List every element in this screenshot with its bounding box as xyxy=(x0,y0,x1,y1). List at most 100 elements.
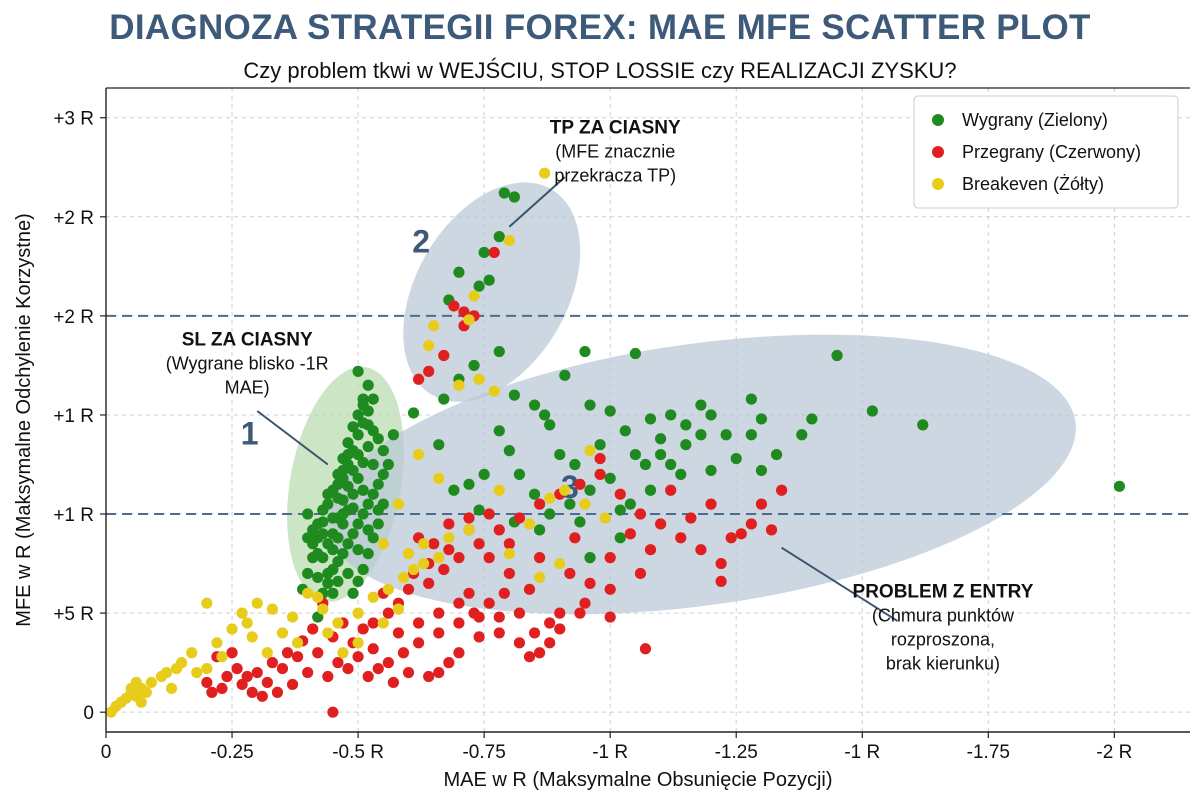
data-point xyxy=(281,647,294,659)
data-point xyxy=(423,365,435,377)
data-point xyxy=(312,647,324,659)
data-point xyxy=(362,379,374,391)
data-point xyxy=(357,399,369,411)
data-point xyxy=(498,587,510,599)
data-point xyxy=(438,563,450,576)
data-point xyxy=(473,280,485,292)
data-point xyxy=(428,538,440,550)
data-point xyxy=(443,657,455,669)
data-point xyxy=(372,478,384,490)
data-point xyxy=(261,676,273,689)
data-point xyxy=(544,508,556,520)
data-point xyxy=(251,597,263,609)
data-point xyxy=(534,498,546,510)
data-point xyxy=(382,657,394,669)
data-point xyxy=(453,617,465,629)
data-point xyxy=(322,627,334,639)
x-tick-label: -0.25 xyxy=(210,742,253,763)
data-point xyxy=(665,484,677,496)
data-point xyxy=(291,651,304,663)
data-point xyxy=(488,246,500,259)
data-point xyxy=(554,607,566,619)
data-point xyxy=(574,516,586,528)
x-tick-label: -1.75 xyxy=(967,742,1010,763)
data-point xyxy=(483,274,495,286)
region-2 xyxy=(403,182,581,402)
data-point xyxy=(665,458,677,471)
data-point xyxy=(433,666,445,679)
data-point xyxy=(559,484,571,496)
data-point xyxy=(534,571,546,584)
data-point xyxy=(332,478,344,490)
data-point xyxy=(564,567,576,580)
data-point xyxy=(584,552,596,564)
data-point xyxy=(402,583,415,595)
y-tick-label: +2 R xyxy=(53,307,94,328)
data-point xyxy=(332,575,344,588)
data-point xyxy=(523,651,536,663)
data-point xyxy=(312,571,324,584)
data-point xyxy=(221,670,233,683)
data-point xyxy=(755,464,768,477)
data-point xyxy=(342,662,354,675)
data-point xyxy=(216,682,228,695)
data-point xyxy=(745,429,757,441)
data-point xyxy=(644,413,657,425)
data-point xyxy=(695,544,707,556)
data-point xyxy=(463,314,475,326)
data-point xyxy=(493,345,505,358)
x-tick-label: -1.25 xyxy=(715,742,758,763)
chart-title: DIAGNOZA STRATEGII FOREX: MAE MFE SCATTE… xyxy=(109,8,1091,47)
data-point xyxy=(644,484,657,496)
x-tick-label: -0.5 R xyxy=(332,742,384,763)
x-tick-label: -2 R xyxy=(1096,742,1132,763)
data-point xyxy=(312,591,324,603)
data-point xyxy=(191,666,203,679)
x-tick-label: -1 R xyxy=(592,742,628,763)
data-point xyxy=(438,393,450,405)
annotation-line-entry: rozproszona, xyxy=(891,629,995,649)
data-point xyxy=(574,478,586,490)
data-point xyxy=(644,544,657,556)
data-point xyxy=(624,498,636,510)
data-point xyxy=(473,631,485,643)
data-point xyxy=(231,662,243,675)
legend-marker xyxy=(932,178,944,190)
data-point xyxy=(468,290,480,302)
data-point xyxy=(397,571,410,584)
data-point xyxy=(211,637,223,649)
data-point xyxy=(342,538,354,550)
reference-lines xyxy=(106,314,1190,516)
data-point xyxy=(463,512,475,524)
data-point xyxy=(377,538,389,550)
data-point xyxy=(291,637,304,649)
data-point xyxy=(176,657,188,669)
data-point xyxy=(412,448,425,461)
data-point xyxy=(483,552,495,564)
data-point xyxy=(433,472,445,484)
data-point xyxy=(412,373,425,385)
data-point xyxy=(695,429,707,441)
data-point xyxy=(745,518,757,530)
data-point xyxy=(418,538,430,550)
data-point xyxy=(317,603,329,615)
data-point xyxy=(337,548,349,560)
region-label-3: 3 xyxy=(561,469,579,505)
data-point xyxy=(624,528,636,540)
x-tick-label: -0.75 xyxy=(462,742,505,763)
data-point xyxy=(332,532,344,544)
data-point xyxy=(463,524,475,536)
data-point xyxy=(725,532,737,544)
data-point xyxy=(307,623,319,635)
data-point xyxy=(528,627,541,639)
data-point xyxy=(448,484,460,496)
y-tick-label: +3 R xyxy=(53,109,94,130)
data-point xyxy=(503,445,515,457)
data-point xyxy=(352,429,364,441)
data-point xyxy=(337,464,349,477)
data-point xyxy=(675,468,687,480)
data-point xyxy=(407,563,420,576)
data-point xyxy=(604,552,616,564)
